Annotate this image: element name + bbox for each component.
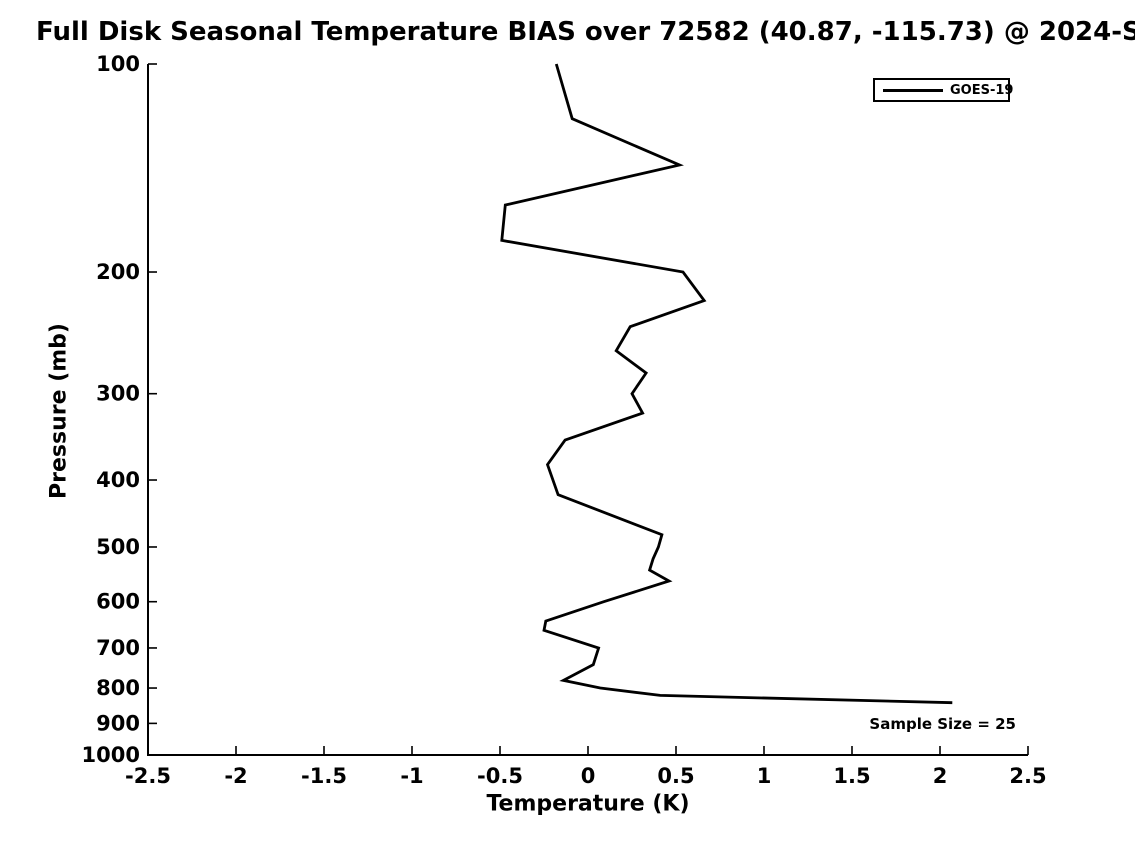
x-tick-label: -2.5 [125,764,171,788]
x-tick-label: 1 [757,764,772,788]
y-tick-label: 200 [96,260,140,284]
x-tick-label: 0 [581,764,596,788]
x-tick-label: 2.5 [1009,764,1046,788]
legend-entry-label: GOES-19 [950,82,1014,98]
x-axis-label: Temperature (K) [486,791,690,817]
y-tick-label: 800 [96,676,140,700]
y-axis-label: Pressure (mb) [46,323,72,499]
x-tick-label: 1.5 [833,764,870,788]
y-tick-label: 600 [96,590,140,614]
sample-size-annotation: Sample Size = 25 [869,715,1016,733]
y-tick-label: 900 [96,711,140,735]
y-tick-label: 100 [96,52,140,76]
x-tick-label: 2 [933,764,948,788]
x-tick-label: -0.5 [477,764,523,788]
x-tick-label: -1.5 [301,764,347,788]
x-tick-label: 0.5 [657,764,694,788]
y-tick-label: 700 [96,636,140,660]
y-tick-label: 1000 [82,743,140,767]
chart-title: Full Disk Seasonal Temperature BIAS over… [36,17,1135,47]
bias-profile-line [500,63,953,705]
y-tick-label: 300 [96,382,140,406]
x-tick-label: -2 [224,764,247,788]
x-tick-label: -1 [400,764,423,788]
y-tick-label: 500 [96,535,140,559]
y-tick-label: 400 [96,468,140,492]
legend-line-swatch [883,88,943,92]
legend: GOES-19 [873,78,1014,102]
